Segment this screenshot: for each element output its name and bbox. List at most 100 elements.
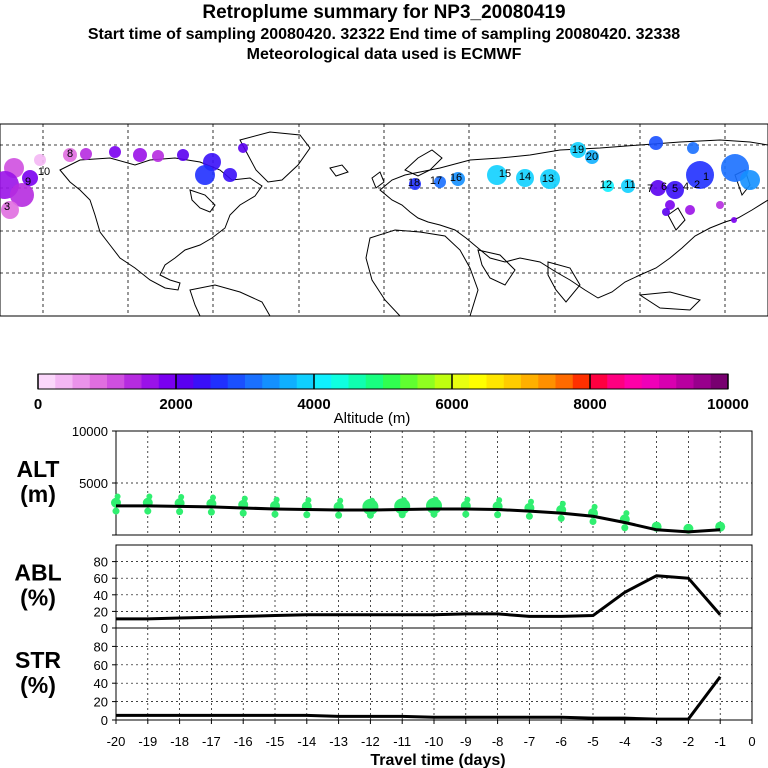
colorbar-cell xyxy=(590,374,608,389)
plume-dot xyxy=(133,148,147,162)
x-tick-label: 0 xyxy=(748,734,755,749)
plume-day-label: 11 xyxy=(624,179,635,191)
altitude-particle-dot xyxy=(462,510,470,518)
plume-dot xyxy=(22,170,38,186)
series-line-abl xyxy=(116,574,722,621)
colorbar-cell xyxy=(89,374,108,389)
plume-dot xyxy=(109,146,121,158)
plume-day-label: 16 xyxy=(450,172,462,184)
y-tick-label: 60 xyxy=(94,571,108,586)
y-tick-label: 60 xyxy=(94,658,108,673)
x-tick-label: -9 xyxy=(460,734,472,749)
x-tick-label: -3 xyxy=(651,734,663,749)
plume-dot xyxy=(621,179,635,193)
x-tick-label: -20 xyxy=(107,734,126,749)
colorbar-cell xyxy=(296,374,315,389)
colorbar-cell xyxy=(521,374,539,389)
x-tick-label: -2 xyxy=(683,734,695,749)
altitude-particle-dot xyxy=(144,507,152,515)
x-tick-label: -5 xyxy=(587,734,599,749)
plume-dot xyxy=(570,142,586,158)
panel-ylabel: STR xyxy=(15,647,61,673)
plume-dots xyxy=(0,136,760,223)
plume-dot xyxy=(731,217,737,223)
plume-dot xyxy=(434,176,446,188)
plume-dot xyxy=(409,178,421,190)
plume-day-label: 4 xyxy=(683,181,689,193)
panel-ylabel: ALT xyxy=(16,456,59,482)
colorbar-cell xyxy=(659,374,677,389)
series-line-str xyxy=(116,675,722,721)
plume-dot xyxy=(602,180,614,192)
altitude-particle-dot xyxy=(525,512,533,520)
colorbar-cell xyxy=(365,374,384,389)
plume-dot xyxy=(195,165,215,185)
panel-alt: 5000 10000 ALT(m) xyxy=(16,424,753,536)
colorbar-cell xyxy=(572,374,591,389)
altitude-particle-dot xyxy=(114,493,121,500)
plume-dot xyxy=(223,168,237,182)
panel-ylabel: ABL xyxy=(14,560,61,586)
colorbar-cell xyxy=(693,374,712,389)
plume-day-label: 6 xyxy=(661,181,667,193)
plume-day-label: 13 xyxy=(542,173,554,185)
altitude-particle-dot xyxy=(112,507,120,515)
colorbar-cell xyxy=(348,374,367,389)
altitude-particle-dot xyxy=(623,510,630,517)
colorbar-cell xyxy=(641,374,660,389)
altitude-particle-dot xyxy=(207,508,215,516)
colorbar-cell xyxy=(400,374,418,389)
colorbar-cell xyxy=(107,374,125,389)
y-tick-label: 0 xyxy=(101,713,108,728)
altitude-particle-dot xyxy=(209,494,216,501)
plume-day-label: 17 xyxy=(430,175,442,187)
altitude-particle-dot xyxy=(591,503,598,510)
plume-dot xyxy=(10,183,34,207)
altitude-particle-dot xyxy=(366,511,374,519)
x-tick-label: -17 xyxy=(202,734,221,749)
colorbar-cell xyxy=(383,374,401,389)
colorbar-ticks xyxy=(37,374,729,389)
altitude-particle-dot xyxy=(589,517,597,525)
plume-day-label: 3 xyxy=(4,201,10,213)
x-tick-label: -11 xyxy=(393,734,411,749)
plume-day-label: 2 xyxy=(694,179,700,191)
colorbar-cell xyxy=(555,374,574,389)
meteorological-data-line: Meteorological data used is ECMWF xyxy=(246,46,522,63)
colorbar-cell xyxy=(434,374,453,389)
plume-dot xyxy=(650,180,666,196)
y-tick-label: 10000 xyxy=(72,424,108,439)
altitude-particle-dot xyxy=(146,493,153,500)
chart-title: Retroplume summary for NP3_20080419 xyxy=(202,2,566,23)
colorbar-cell xyxy=(38,374,56,389)
altitude-particle-dot xyxy=(398,511,406,519)
colorbar-tick-label: 8000 xyxy=(573,396,606,413)
panel-ylabel: (%) xyxy=(20,672,56,698)
altitude-particle-dot xyxy=(527,498,534,505)
altitude-particle-dot xyxy=(621,524,629,532)
plume-day-label: 9 xyxy=(25,176,31,188)
y-tick-label: 80 xyxy=(94,555,108,570)
colorbar-cell xyxy=(624,374,643,389)
series-line-alt xyxy=(116,504,721,534)
plume-day-label: 10 xyxy=(38,166,50,178)
time-series-panels: 500010000ALT(m)020406080ABL(%)020406080S… xyxy=(14,424,755,768)
plume-dot xyxy=(451,172,465,186)
altitude-colorbar: 0 2000 4000 6000 8000 10000 Altitude (m) xyxy=(34,373,749,427)
altitude-particle-dot xyxy=(241,495,248,502)
colorbar-cell xyxy=(452,374,470,389)
y-tick-label: 5000 xyxy=(79,476,108,491)
altitude-particle-dot xyxy=(494,511,502,519)
y-tick-label: 20 xyxy=(94,695,108,710)
colorbar-cell xyxy=(417,374,436,389)
colorbar-tick-label: 2000 xyxy=(159,396,192,413)
colorbar-cell xyxy=(124,374,142,389)
plume-day-label: 5 xyxy=(672,183,678,195)
altitude-particle-dots xyxy=(111,493,726,534)
y-tick-label: 40 xyxy=(94,588,108,603)
x-tick-label: -12 xyxy=(361,734,380,749)
altitude-particle-dot xyxy=(337,497,344,504)
colorbar-cell xyxy=(710,374,729,389)
plume-dot xyxy=(152,150,164,162)
